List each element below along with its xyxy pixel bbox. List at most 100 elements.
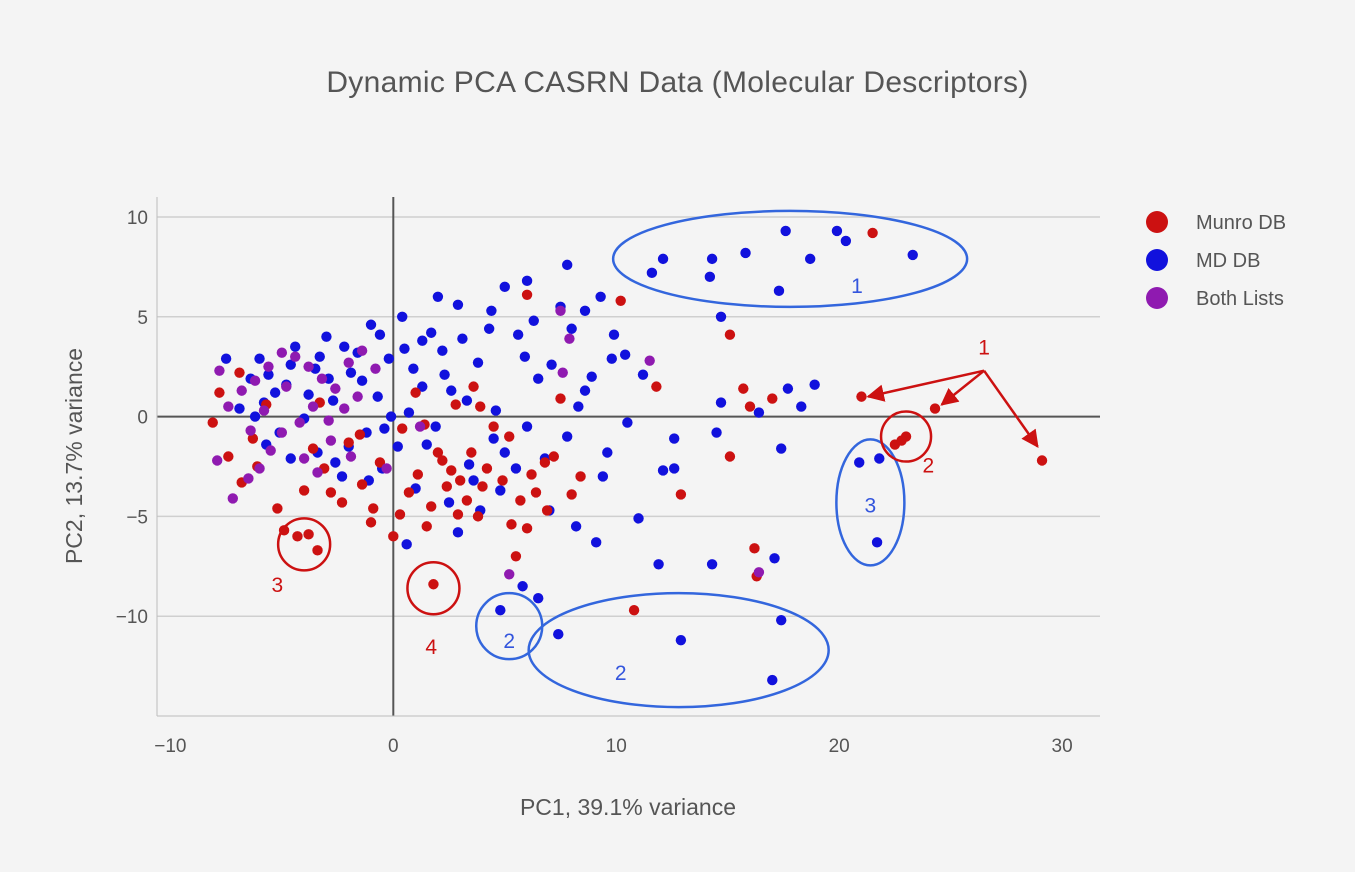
data-point: [290, 341, 301, 352]
data-point: [466, 447, 477, 458]
data-point: [336, 497, 348, 508]
data-point: [421, 439, 432, 450]
data-point: [461, 395, 473, 406]
data-point: [298, 453, 310, 464]
data-point: [553, 628, 564, 640]
data-point: [234, 403, 245, 414]
data-point: [495, 485, 506, 496]
data-point: [854, 457, 865, 468]
data-point: [290, 351, 301, 362]
annotation-ellipse-blue-1: [611, 209, 969, 309]
data-point: [633, 513, 644, 524]
data-point: [570, 521, 582, 532]
data-point: [706, 253, 718, 265]
data-point: [646, 267, 658, 279]
data-point: [298, 485, 310, 496]
data-point: [454, 475, 466, 486]
data-point: [426, 501, 437, 512]
plot-frame: [156, 197, 1100, 717]
data-point: [512, 329, 524, 340]
data-point: [499, 447, 510, 458]
data-point: [441, 481, 453, 492]
data-point: [432, 447, 444, 458]
data-point: [608, 329, 620, 340]
data-point: [272, 503, 283, 514]
data-point: [207, 417, 218, 428]
data-point: [285, 359, 296, 370]
data-point: [446, 385, 457, 396]
legend-item-both-lists[interactable]: Both Lists: [1146, 287, 1284, 310]
legend[interactable]: Munro DB MD DB Both Lists: [1146, 211, 1286, 310]
gridlines: [157, 216, 1100, 617]
data-point: [330, 383, 341, 394]
x-tick-label: −10: [154, 736, 186, 757]
data-point: [356, 479, 368, 490]
legend-item-munro-db[interactable]: Munro DB: [1146, 211, 1286, 234]
data-point: [432, 291, 444, 303]
data-point: [675, 489, 687, 500]
data-point: [867, 227, 878, 239]
data-point: [381, 463, 392, 474]
data-point: [452, 509, 464, 520]
data-point: [285, 453, 296, 464]
data-point: [804, 253, 816, 265]
data-point: [452, 299, 464, 310]
data-point: [220, 353, 232, 364]
data-point: [510, 463, 522, 474]
chart-title: Dynamic PCA CASRN Data (Molecular Descri…: [326, 66, 1029, 99]
data-point: [247, 433, 259, 444]
data-point: [740, 247, 751, 259]
data-point: [397, 423, 408, 434]
data-point: [356, 375, 368, 386]
data-point: [669, 433, 680, 444]
y-tick-label: 0: [137, 408, 148, 429]
data-point: [265, 445, 276, 456]
legend-label: MD DB: [1196, 250, 1260, 272]
x-tick-label: 10: [606, 736, 627, 757]
data-point: [724, 329, 736, 340]
data-point: [463, 459, 475, 470]
zero-lines: [157, 197, 1100, 716]
data-point: [715, 397, 727, 408]
data-point: [316, 373, 328, 384]
data-point: [809, 379, 820, 390]
data-point: [211, 455, 223, 466]
data-point: [368, 503, 379, 514]
data-point: [468, 381, 479, 392]
data-point: [780, 225, 791, 237]
data-point: [724, 451, 736, 462]
data-point: [555, 305, 566, 316]
annotation-circle-red-4: [406, 560, 461, 616]
annotation-arrow-red: [940, 369, 985, 406]
data-point: [249, 411, 261, 422]
data-point: [321, 331, 332, 342]
data-point: [579, 385, 591, 396]
data-point: [477, 481, 488, 492]
data-point: [499, 281, 510, 293]
legend-item-md-db[interactable]: MD DB: [1146, 249, 1260, 272]
data-point: [374, 457, 386, 468]
data-point: [475, 401, 486, 412]
data-point: [561, 431, 573, 442]
data-point: [214, 387, 225, 398]
data-point: [557, 367, 568, 378]
data-point: [481, 463, 493, 474]
data-point: [541, 505, 553, 516]
annotation-label-blue-1: 1: [851, 275, 863, 298]
data-point: [637, 369, 649, 380]
data-point: [234, 367, 245, 378]
data-point: [223, 451, 234, 462]
data-point: [619, 349, 631, 360]
data-point: [243, 473, 254, 484]
data-point: [548, 451, 560, 462]
data-point: [383, 353, 395, 364]
data-point: [412, 469, 424, 480]
data-point: [254, 463, 265, 474]
y-tick-label: 10: [127, 208, 148, 229]
data-point: [533, 373, 544, 384]
data-point: [657, 253, 669, 265]
data-point: [602, 447, 613, 458]
data-point: [521, 523, 533, 534]
data-point: [579, 305, 591, 316]
data-point: [276, 347, 288, 358]
